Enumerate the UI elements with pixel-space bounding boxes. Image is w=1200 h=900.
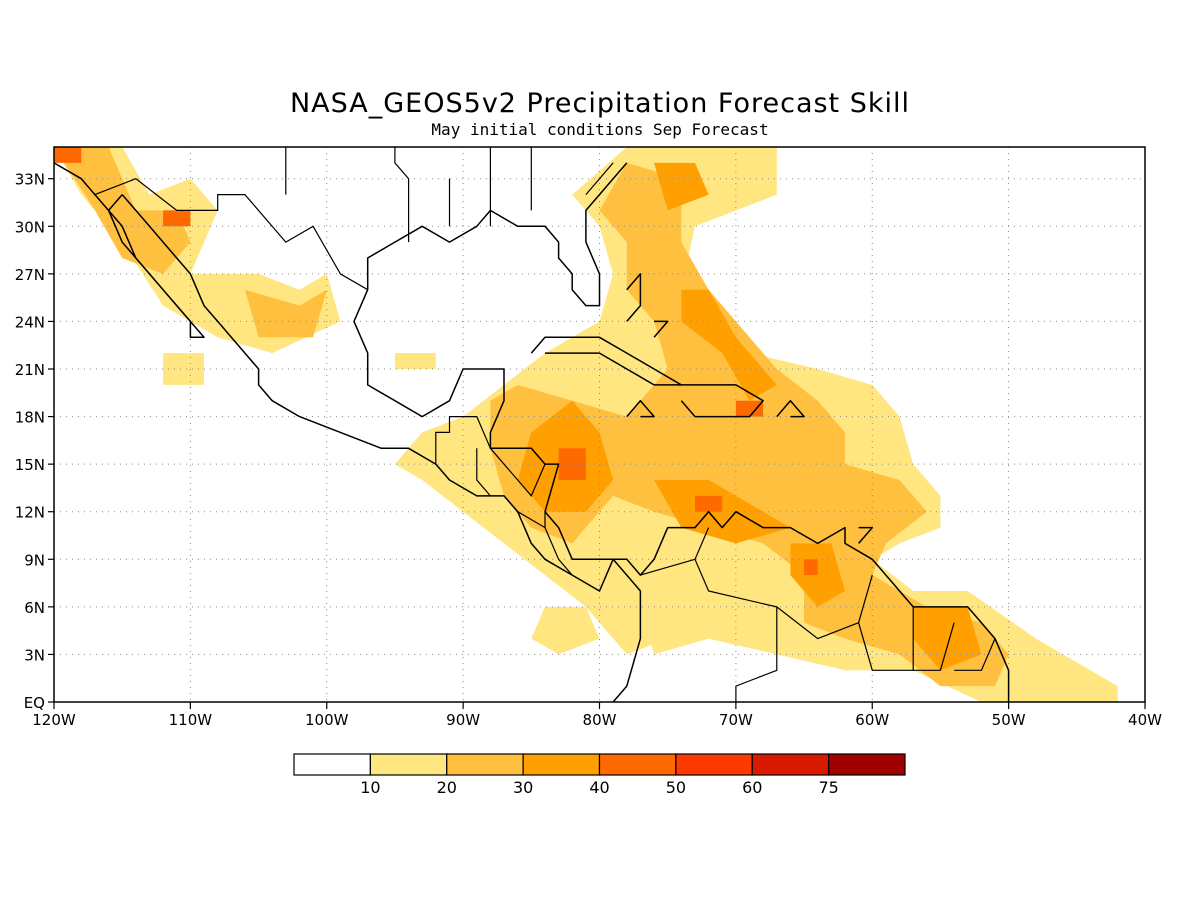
coastline-4 xyxy=(530,336,683,386)
colorbar-swatch xyxy=(828,753,906,776)
x-tick-label: 100W xyxy=(305,711,349,729)
colorbar-swatch xyxy=(293,753,371,776)
coastline-9 xyxy=(653,320,669,338)
y-tick-label: 9N xyxy=(24,551,45,569)
border-10 xyxy=(913,622,955,671)
x-tick-label: 110W xyxy=(169,711,213,729)
border-7 xyxy=(694,559,778,702)
colorbar-swatch xyxy=(751,753,830,776)
skill-region-15 xyxy=(558,448,586,480)
coastline-3 xyxy=(366,162,628,307)
colorbar-label: 10 xyxy=(360,778,380,797)
border-2 xyxy=(476,448,491,497)
y-tick-label: 33N xyxy=(15,171,45,189)
skill-region-5 xyxy=(163,353,204,385)
x-tick-label: 70W xyxy=(719,711,753,729)
x-axis-ticks: 120W 110W 100W 90W 80W 70W 60W 50W 40W xyxy=(32,702,1162,729)
coastline-6 xyxy=(626,399,655,418)
border-13 xyxy=(394,147,410,243)
coastline-8 xyxy=(626,273,642,322)
skill-region-6 xyxy=(54,147,191,274)
border-9 xyxy=(858,606,914,671)
border-8 xyxy=(776,574,873,640)
skill-region-20 xyxy=(163,210,191,227)
colorbar-label: 30 xyxy=(513,778,533,797)
border-17 xyxy=(585,162,614,195)
y-tick-label: 21N xyxy=(15,361,45,379)
y-tick-label: 27N xyxy=(15,266,45,284)
x-tick-label: 50W xyxy=(992,711,1026,729)
border-4 xyxy=(503,495,546,529)
x-tick-label: 90W xyxy=(446,711,480,729)
colorbar-label: 75 xyxy=(818,778,838,797)
map-area xyxy=(54,147,1145,702)
coastline-7 xyxy=(776,399,805,418)
colorbar-label: 50 xyxy=(666,778,686,797)
x-tick-label: 40W xyxy=(1128,711,1162,729)
y-tick-label: 3N xyxy=(24,646,45,664)
skill-region-3 xyxy=(640,606,709,655)
skill-shading xyxy=(54,147,1118,702)
x-tick-label: 60W xyxy=(855,711,889,729)
y-tick-label: 6N xyxy=(24,599,45,617)
colorbar-swatch xyxy=(675,753,753,776)
colorbar-label: 60 xyxy=(742,778,762,797)
colorbar: 10 20 30 40 50 60 75 xyxy=(293,753,906,797)
coastline-10 xyxy=(858,526,874,544)
political-borders xyxy=(94,147,996,702)
y-tick-label: 15N xyxy=(15,456,45,474)
border-0 xyxy=(94,178,369,291)
skill-region-18 xyxy=(804,559,818,576)
skill-region-10 xyxy=(681,289,777,401)
border-5 xyxy=(544,527,573,576)
y-tick-label: 18N xyxy=(15,409,45,427)
colorbar-swatch xyxy=(369,753,448,776)
colorbar-label: 40 xyxy=(589,778,609,797)
map-subtitle: May initial conditions Sep Forecast xyxy=(431,120,768,139)
coastline-1 xyxy=(121,194,642,702)
y-tick-label: 24N xyxy=(15,313,45,331)
colorbar-swatch xyxy=(446,753,524,776)
x-tick-label: 120W xyxy=(32,711,76,729)
coastlines xyxy=(54,162,1010,702)
border-3 xyxy=(489,447,546,498)
y-axis-ticks: EQ 3N 6N 9N 12N 15N 18N 21N 24N 27N 30N 33N xyxy=(15,171,54,712)
coastline-0 xyxy=(54,162,205,339)
skill-region-19 xyxy=(54,147,82,163)
y-tick-label: 30N xyxy=(15,218,45,236)
colorbar-swatch xyxy=(598,753,677,776)
skill-region-2 xyxy=(531,606,600,655)
colorbar-label: 20 xyxy=(437,778,457,797)
gridlines xyxy=(54,147,1145,702)
skill-region-7 xyxy=(244,289,327,338)
colorbar-swatch xyxy=(522,753,601,776)
map-title: NASA_GEOS5v2 Precipitation Forecast Skil… xyxy=(290,88,910,119)
y-tick-label: 12N xyxy=(15,504,45,522)
coastline-2 xyxy=(353,289,1010,702)
skill-region-17 xyxy=(695,495,723,512)
x-tick-label: 80W xyxy=(583,711,617,729)
skill-region-14 xyxy=(654,162,709,211)
border-1 xyxy=(435,416,491,465)
skill-region-8 xyxy=(490,162,1009,687)
border-11 xyxy=(954,638,996,671)
y-tick-label: EQ xyxy=(24,694,45,712)
coastline-5 xyxy=(680,384,764,418)
skill-region-16 xyxy=(735,400,764,417)
skill-region-4 xyxy=(394,353,436,369)
